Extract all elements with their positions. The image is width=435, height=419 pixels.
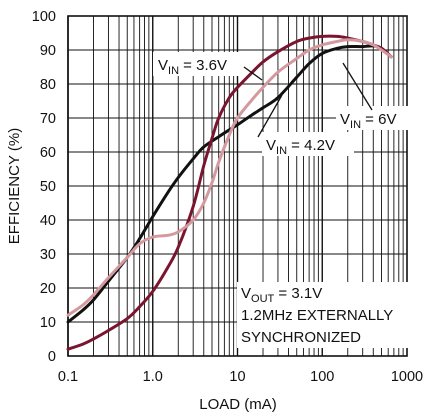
y-tick-label: 40 (40, 213, 56, 229)
x-tick-label: 1000 (391, 369, 423, 385)
x-tick-label: 0.1 (58, 369, 78, 385)
y-tick-label: 90 (40, 43, 56, 59)
x-tick-label: 1.0 (143, 369, 163, 385)
svg-text:VOUT = 3.1V: VOUT = 3.1V (241, 285, 322, 305)
x-tick-label: 10 (229, 369, 245, 385)
y-axis-title: EFFICIENCY (%) (6, 128, 23, 244)
tick-labels: 0.1 1.0 10 100 1000 0 10 20 30 40 50 60 70 80 90 100 (32, 9, 423, 385)
y-tick-label: 70 (40, 111, 56, 127)
y-tick-label: 80 (40, 77, 56, 93)
series-line-1 (66, 34, 393, 351)
y-tick-label: 0 (48, 349, 56, 365)
y-tick-label: 20 (40, 281, 56, 297)
x-axis-title: LOAD (mA) (199, 396, 277, 413)
leader-vin-6v (342, 62, 373, 111)
y-tick-label: 30 (40, 247, 56, 263)
plot-frame (67, 15, 408, 357)
y-tick-label: 60 (40, 145, 56, 161)
svg-text:VIN = 4.2V: VIN = 4.2V (266, 137, 335, 157)
note-line-1: 1.2MHz EXTERNALLY (241, 307, 393, 324)
svg-text:VIN = 3.6V: VIN = 3.6V (158, 57, 227, 77)
y-tick-label: 100 (32, 9, 56, 25)
svg-text:VIN = 6V: VIN = 6V (340, 111, 396, 131)
x-tick-label: 100 (310, 369, 334, 385)
series-lines (66, 34, 393, 351)
y-tick-label: 10 (40, 315, 56, 331)
label-vout-note: VOUT = 3.1V 1.2MHz EXTERNALLY SYNCHRONIZ… (237, 282, 409, 348)
leader-vin-3-6v (243, 66, 263, 81)
series-line-2 (66, 38, 393, 317)
label-vin-3-6v: VIN = 3.6V (153, 52, 245, 77)
note-line-2: SYNCHRONIZED (241, 329, 361, 346)
leader-vin-4-2v (257, 94, 283, 138)
y-tick-label: 50 (40, 179, 56, 195)
label-vin-6v: VIN = 6V (336, 106, 410, 131)
label-vin-4-2v: VIN = 4.2V (262, 132, 354, 157)
